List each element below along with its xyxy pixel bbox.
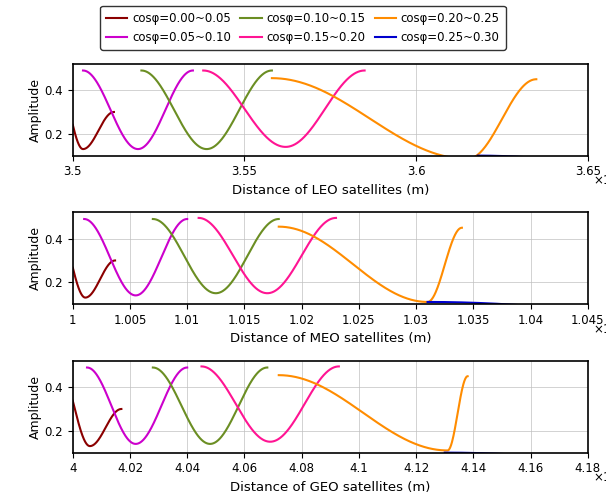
Y-axis label: Amplitude: Amplitude (28, 78, 42, 142)
Y-axis label: Amplitude: Amplitude (28, 375, 42, 439)
Legend: cosφ=0.00~0.05, cosφ=0.05~0.10, cosφ=0.10~0.15, cosφ=0.15~0.20, cosφ=0.20~0.25, : cosφ=0.00~0.05, cosφ=0.05~0.10, cosφ=0.1… (100, 6, 506, 50)
X-axis label: Distance of MEO satellites (m): Distance of MEO satellites (m) (230, 333, 431, 345)
Y-axis label: Amplitude: Amplitude (28, 226, 42, 290)
X-axis label: Distance of LEO satellites (m): Distance of LEO satellites (m) (231, 184, 429, 197)
X-axis label: Distance of GEO satellites (m): Distance of GEO satellites (m) (230, 481, 430, 492)
Text: $\times 10^{6}$: $\times 10^{6}$ (593, 469, 606, 486)
Text: $\times 10^{6}$: $\times 10^{6}$ (593, 321, 606, 337)
Text: $\times 10^{5}$: $\times 10^{5}$ (593, 172, 606, 189)
